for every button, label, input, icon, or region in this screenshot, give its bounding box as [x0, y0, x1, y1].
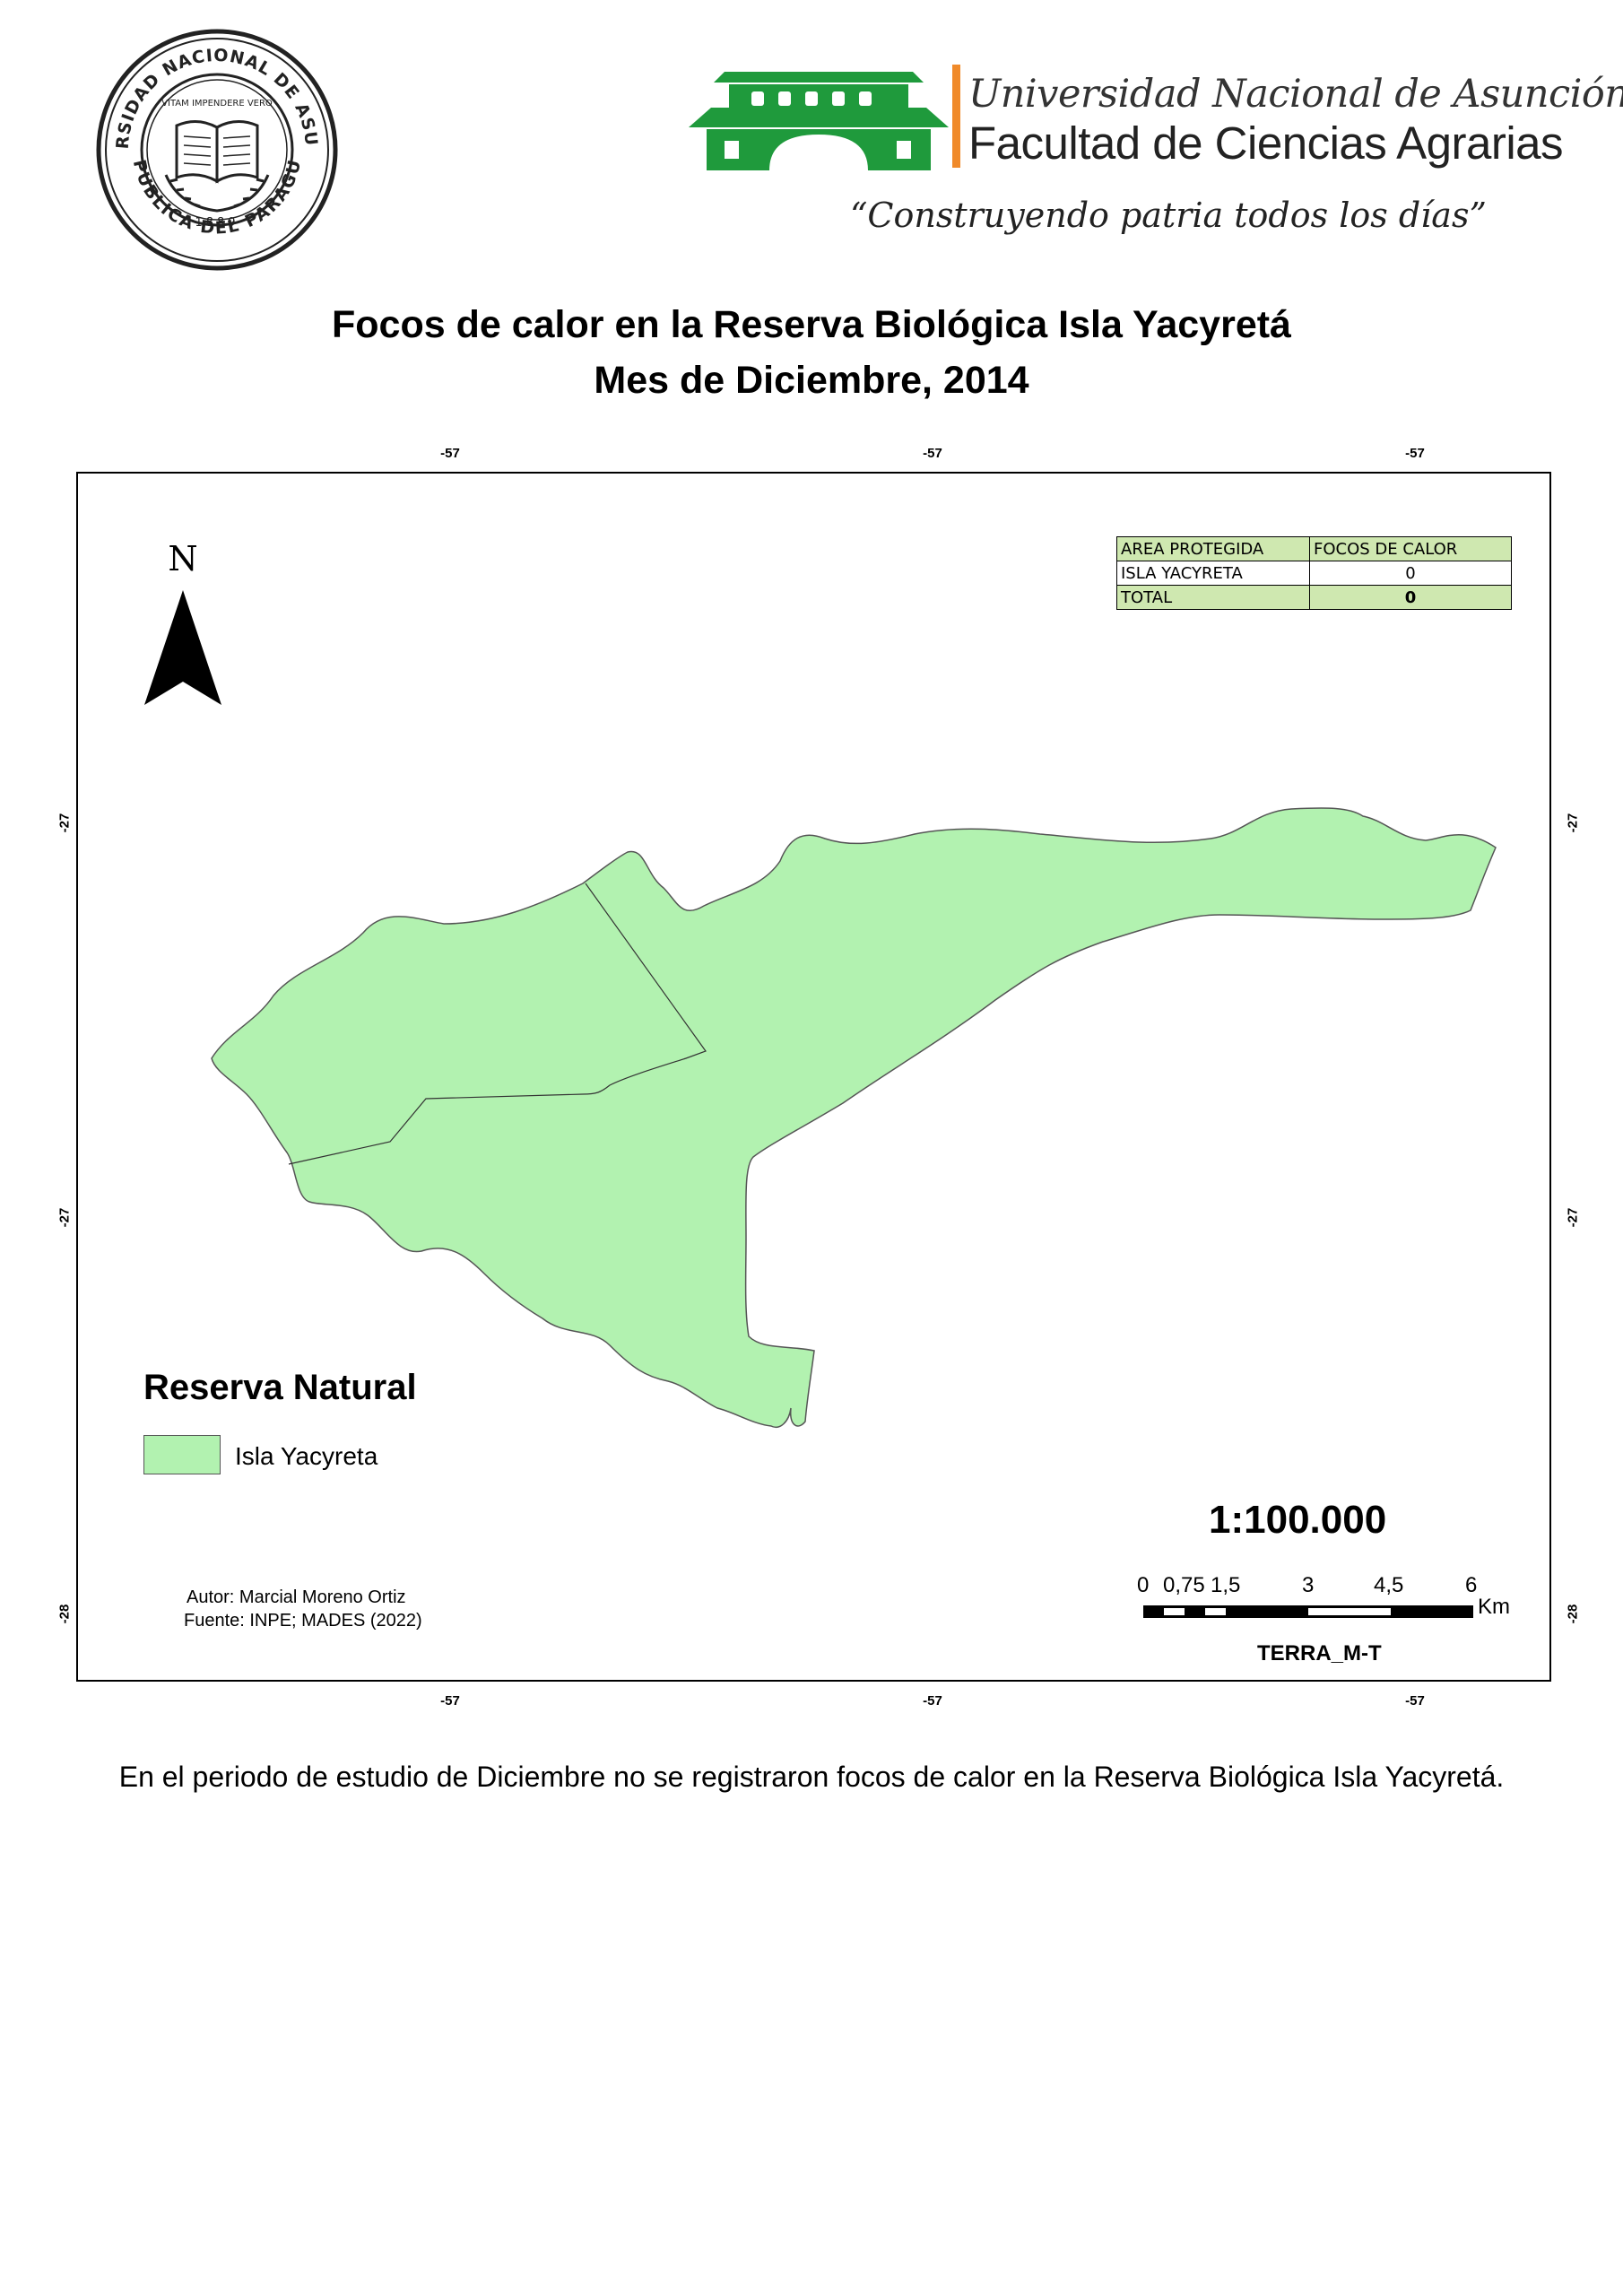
graticule-top-label: -57 — [1405, 446, 1425, 461]
graticule-top-label: -57 — [440, 446, 460, 461]
isla-yacyreta-polygon — [211, 807, 1497, 1428]
north-label: N — [168, 539, 197, 578]
scale-ratio: 1:100.000 — [1209, 1498, 1387, 1542]
legend-label: Isla Yacyreta — [235, 1442, 378, 1470]
table-cell: 0 — [1309, 585, 1512, 610]
map-frame — [76, 472, 1551, 1682]
scale-tick-label: 0,75 — [1163, 1573, 1205, 1597]
seal-year-text: 1889 — [195, 216, 239, 230]
table-total-row: TOTAL 0 — [1116, 585, 1512, 610]
faculty-logo — [689, 72, 949, 170]
caption: En el periodo de estudio de Diciembre no… — [118, 1761, 1505, 1793]
scale-tick-label: 4,5 — [1374, 1573, 1404, 1597]
scale-bar — [1143, 1605, 1473, 1618]
map-title: Focos de calor en la Reserva Biológica I… — [332, 303, 1291, 346]
scale-tick-label: 1,5 — [1211, 1573, 1241, 1597]
header-divider-bar — [952, 65, 960, 168]
table-cell: ISLA YACYRETA — [1116, 561, 1310, 586]
graticule-bottom-label: -57 — [923, 1693, 942, 1709]
table-cell: TOTAL — [1116, 585, 1310, 610]
table-header: FOCOS DE CALOR — [1309, 536, 1512, 561]
heat-spots-table: AREA PROTEGIDA FOCOS DE CALOR ISLA YACYR… — [1116, 536, 1512, 610]
scale-tick-label: 3 — [1302, 1573, 1315, 1597]
legend-title: Reserva Natural — [143, 1368, 417, 1407]
source-credit: Fuente: INPE; MADES (2022) — [184, 1611, 422, 1631]
projection-label: TERRA_M-T — [1257, 1641, 1382, 1665]
table-header: AREA PROTEGIDA — [1116, 536, 1310, 561]
table-row: ISLA YACYRETA 0 — [1116, 561, 1512, 586]
scale-unit: Km — [1478, 1595, 1510, 1619]
author-credit: Autor: Marcial Moreno Ortiz — [187, 1587, 406, 1607]
map-subtitle: Mes de Diciembre, 2014 — [594, 359, 1029, 402]
scale-tick-label: 6 — [1465, 1573, 1478, 1597]
scale-tick-label: 0 — [1137, 1573, 1150, 1597]
motto: “Construyendo patria todos los días” — [850, 196, 1487, 235]
graticule-top-label: -57 — [923, 446, 942, 461]
university-name: Universidad Nacional de Asunción — [968, 72, 1623, 117]
graticule-bottom-label: -57 — [1405, 1693, 1425, 1709]
legend-swatch — [143, 1435, 221, 1474]
seal-banner-text: VITAM IMPENDERE VERO — [161, 99, 273, 109]
table-header-row: AREA PROTEGIDA FOCOS DE CALOR — [1116, 536, 1512, 561]
university-seal: UNIVERSIDAD NACIONAL DE ASUNCION REPUBLI… — [94, 27, 338, 271]
faculty-name: Facultad de Ciencias Agrarias — [968, 117, 1564, 169]
table-cell: 0 — [1309, 561, 1512, 586]
north-arrow-icon — [144, 590, 221, 705]
graticule-bottom-label: -57 — [440, 1693, 460, 1709]
internal-boundary — [288, 883, 707, 1165]
